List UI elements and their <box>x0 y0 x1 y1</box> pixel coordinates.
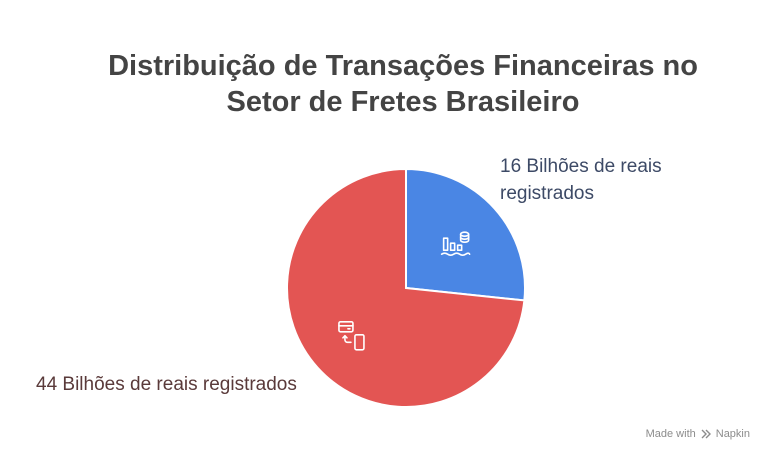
coins-chart-icon <box>440 231 471 257</box>
chart-title: Distribuição de Transações Financeiras n… <box>0 48 776 120</box>
pie-slice-16 <box>405 167 526 302</box>
made-with-napkin: Made with Napkin <box>646 428 750 440</box>
slice-label-44-bilhoes: 44 Bilhões de reais registrados <box>36 374 297 395</box>
card-to-phone-icon <box>338 320 365 351</box>
footer-prefix: Made with <box>645 428 696 440</box>
title-line-2: Setor de Fretes Brasileiro <box>226 86 580 118</box>
footer-brand: Napkin <box>715 428 750 440</box>
pie-slice-44 <box>286 167 526 408</box>
slice-label-16-bilhoes: 16 Bilhões de reais registrados <box>500 156 662 204</box>
title-line-1: Distribuição de Transações Financeiras n… <box>108 50 698 82</box>
napkin-logo-icon <box>701 429 711 439</box>
